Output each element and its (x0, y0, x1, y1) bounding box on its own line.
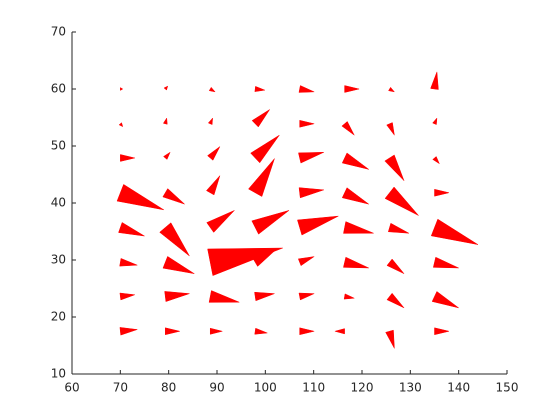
arrow (119, 327, 138, 336)
arrow (341, 187, 369, 205)
y-tick-label: 40 (51, 196, 66, 210)
arrow (207, 146, 221, 161)
arrow (431, 291, 459, 309)
x-tick-label: 120 (351, 381, 374, 395)
arrow (434, 327, 450, 336)
arrow (384, 154, 405, 181)
arrow (162, 256, 195, 274)
arrow (343, 221, 374, 234)
x-tick-label: 150 (496, 381, 519, 395)
arrow (165, 327, 180, 336)
arrow (386, 258, 405, 274)
x-tick-label: 110 (302, 381, 325, 395)
arrow (388, 86, 396, 93)
x-tick-label: 90 (209, 381, 224, 395)
y-tick-label: 70 (51, 25, 66, 39)
arrow (252, 250, 275, 267)
arrow (118, 122, 124, 128)
arrow (344, 85, 360, 93)
arrow (384, 186, 419, 216)
arrow (298, 292, 315, 301)
arrow (206, 175, 221, 196)
arrow (297, 215, 339, 236)
arrow (116, 184, 164, 211)
y-tick-label: 20 (51, 310, 66, 324)
arrow (341, 121, 355, 136)
x-tick-label: 70 (113, 381, 128, 395)
arrow (207, 117, 213, 125)
arrow (120, 87, 124, 91)
arrow (297, 256, 315, 267)
x-tick-label: 140 (447, 381, 470, 395)
arrow (386, 122, 395, 136)
x-tick-label: 80 (161, 381, 176, 395)
arrow (248, 158, 275, 197)
arrow (208, 290, 240, 303)
y-tick-label: 60 (51, 82, 66, 96)
arrow (164, 291, 190, 302)
arrow (299, 327, 315, 336)
x-tick-label: 130 (399, 381, 422, 395)
arrow (162, 188, 185, 205)
arrow (387, 222, 410, 234)
arrow (250, 134, 280, 164)
arrow (430, 218, 479, 245)
arrow (206, 210, 235, 233)
y-tick-label: 30 (51, 253, 66, 267)
arrow (209, 327, 223, 335)
arrow (432, 256, 459, 269)
arrow (298, 152, 324, 164)
arrow (208, 86, 216, 93)
arrow (341, 152, 369, 170)
arrow (162, 117, 168, 125)
arrow (434, 188, 450, 197)
arrow (163, 151, 171, 160)
arrow (432, 117, 438, 125)
arrow (299, 119, 315, 128)
y-tick-label: 50 (51, 139, 66, 153)
arrow (254, 291, 275, 302)
arrow (430, 71, 439, 90)
arrow (432, 156, 440, 165)
arrow (386, 292, 405, 309)
arrow (119, 258, 138, 267)
arrow (333, 328, 345, 335)
arrow (119, 292, 135, 301)
arrow (163, 85, 169, 91)
arrow (251, 210, 290, 235)
arrow (343, 256, 369, 269)
arrow (385, 329, 395, 349)
arrow (120, 154, 135, 162)
arrow (343, 293, 356, 300)
arrow (118, 222, 145, 237)
arrow (251, 109, 270, 128)
arrow (298, 187, 324, 199)
x-tick-label: 100 (254, 381, 277, 395)
arrow (254, 86, 266, 92)
y-tick-label: 10 (51, 367, 66, 381)
arrow (298, 85, 315, 93)
arrow (159, 222, 190, 257)
x-tick-label: 60 (64, 381, 79, 395)
arrow (254, 327, 268, 335)
